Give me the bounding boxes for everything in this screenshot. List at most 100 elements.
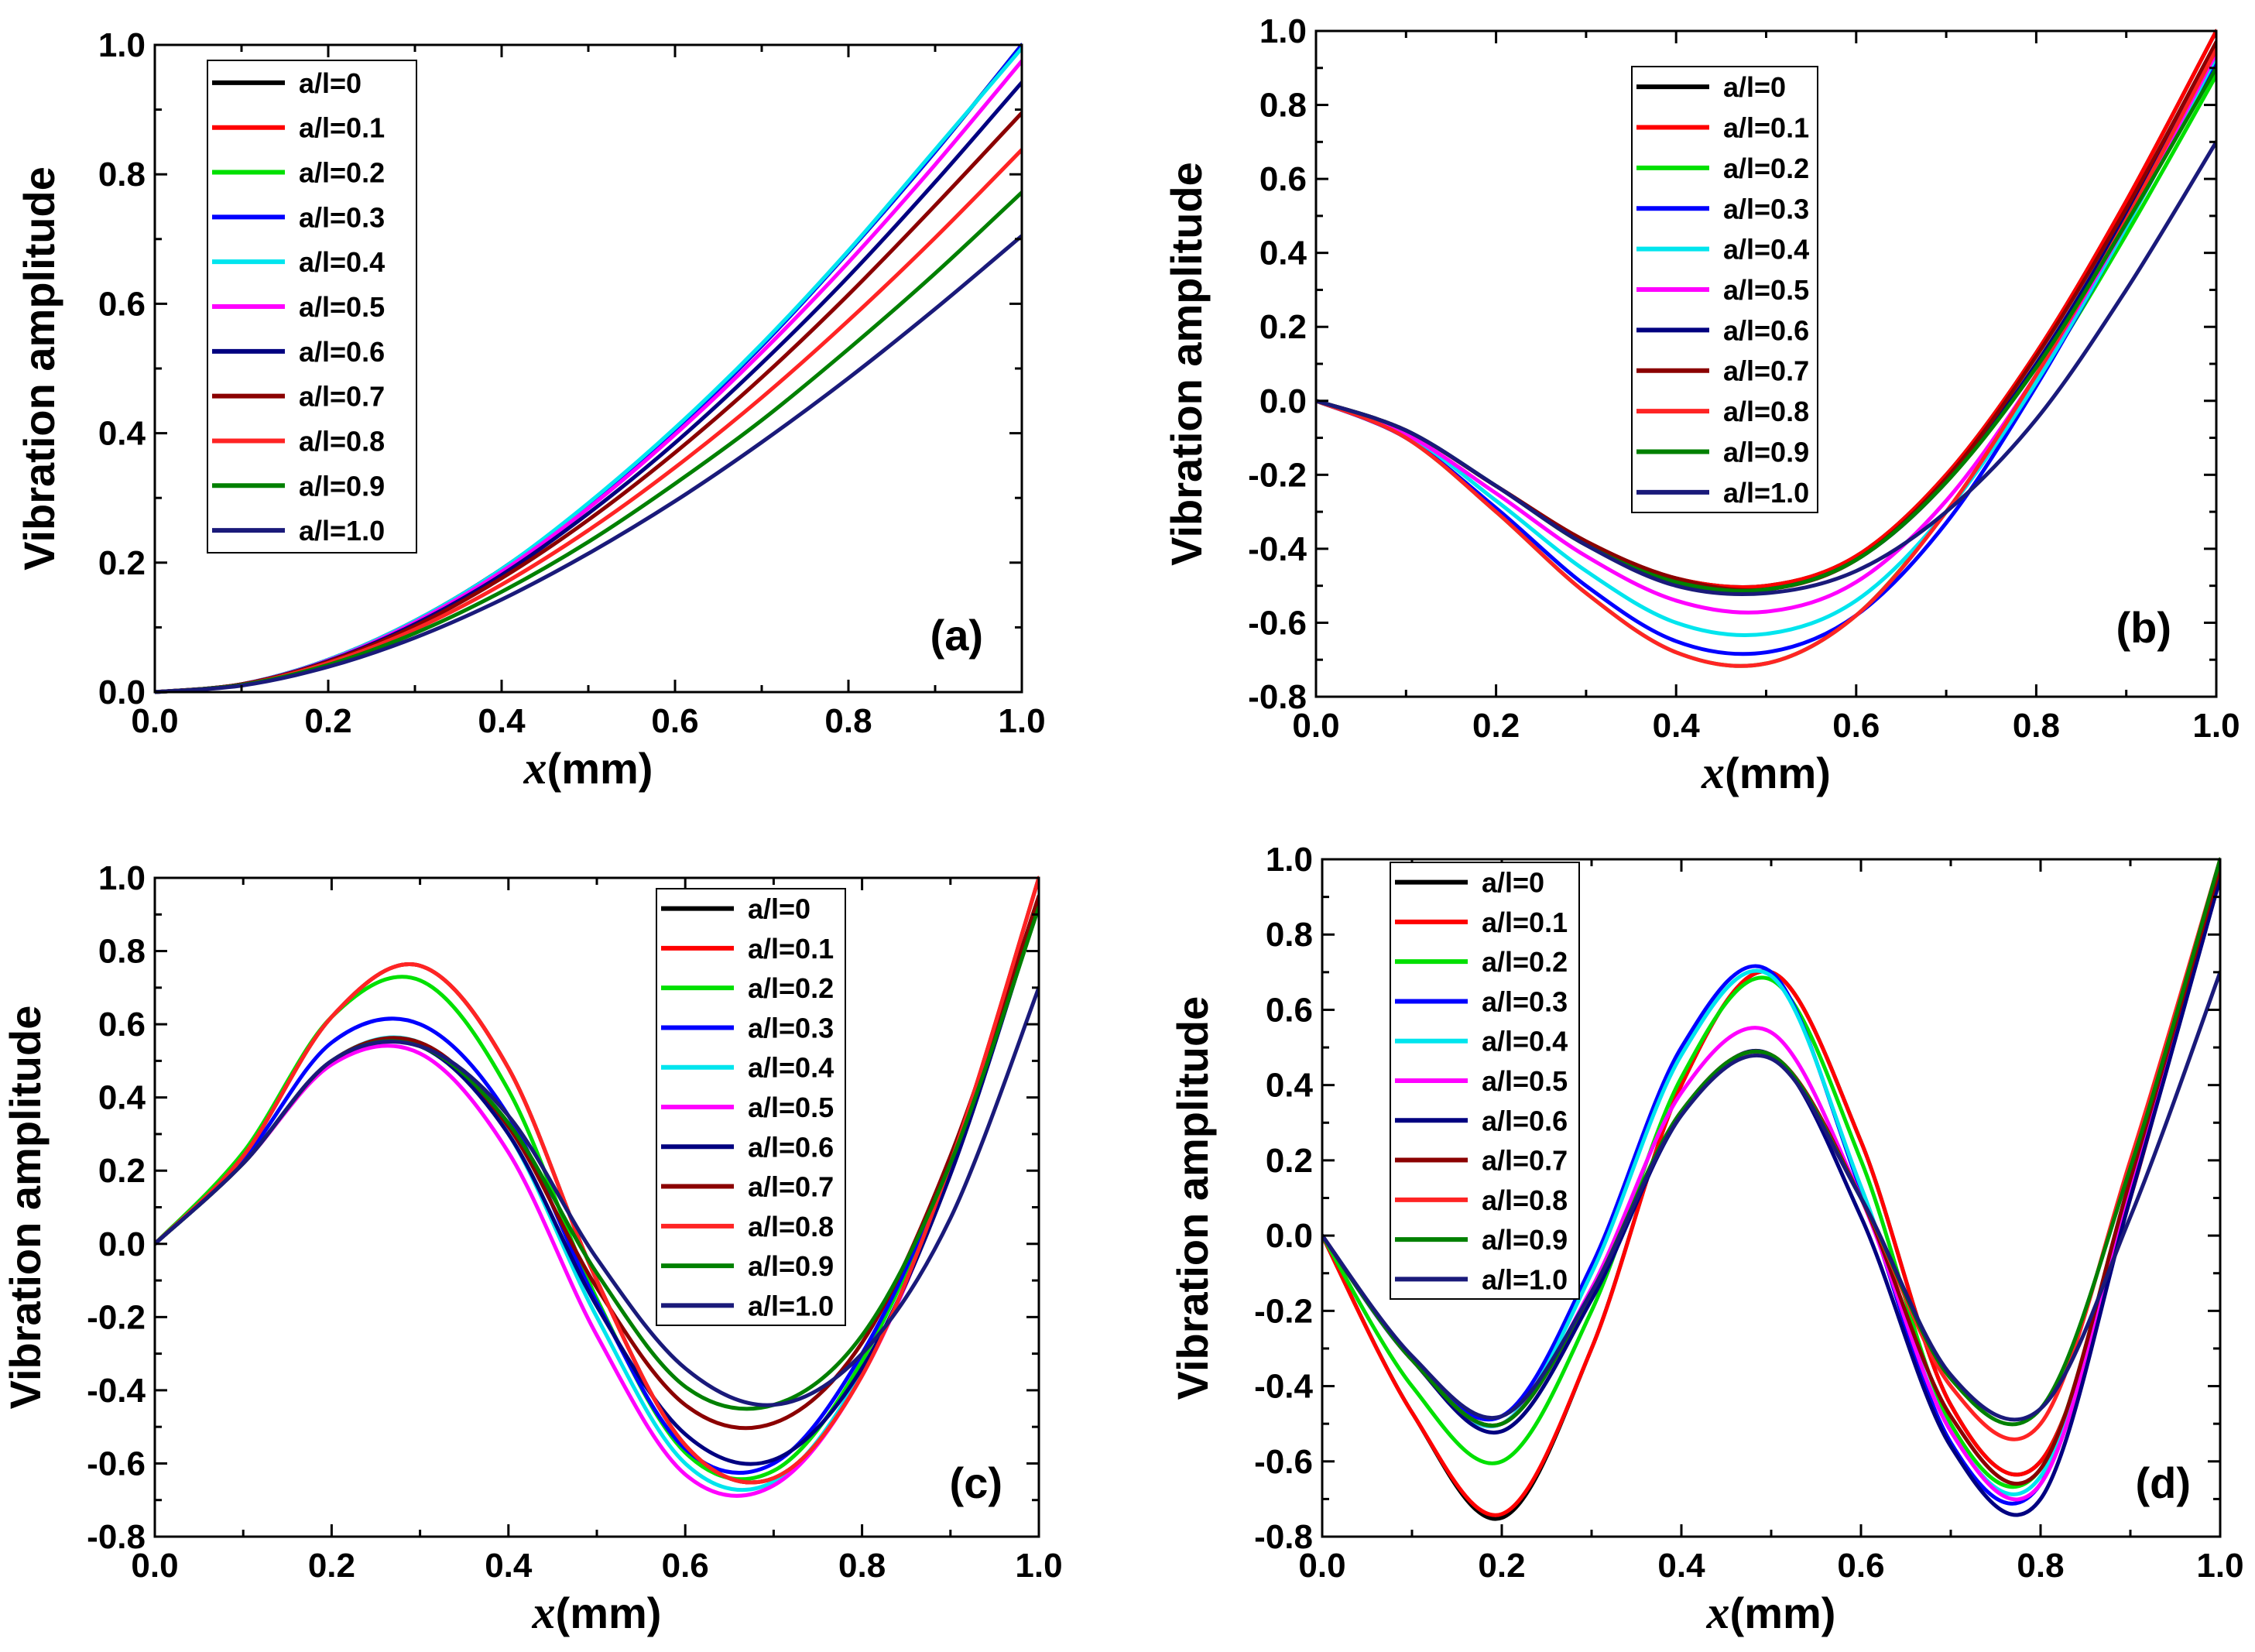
legend-label: a/l=0 [299,67,362,99]
y-axis-title: Vibration amplitude [1,1006,50,1410]
panel-label: (b) [2116,603,2171,652]
y-tick-label: -0.8 [1248,678,1307,716]
series-line-a/l=0.6 [155,901,1039,1466]
x-tick-label: 1.0 [998,702,1045,740]
plot-frame [153,876,1040,1538]
y-tick-label: 0.0 [98,1225,146,1263]
y-axis-title: Vibration amplitude [15,166,63,571]
series-group [1316,29,2216,668]
x-tick-label: 0.2 [308,1547,355,1585]
y-tick-label: 0.8 [1259,87,1307,125]
legend-label: a/l=0.9 [748,1250,834,1282]
legend-label: a/l=0.2 [1482,946,1568,978]
y-tick-label: 0.6 [98,285,146,323]
x-tick-label: 0.0 [131,702,178,740]
legend-label: a/l=0.1 [299,112,385,144]
panel-label: (a) [930,611,983,660]
x-tick-label: 0.8 [824,702,872,740]
y-tick-label: 0.6 [98,1006,146,1044]
y-tick-label: -0.8 [1254,1518,1313,1556]
legend: a/l=0 a/l=0.1 a/l=0.2 a/l=0.3 a/l=0.4 a/l=0.5… [1631,66,1818,513]
y-tick-label: -0.4 [87,1372,146,1410]
y-tick-label: 0.2 [98,1152,146,1190]
x-axis-title: x(mm) [1706,1587,1836,1638]
legend-label: a/l=0.3 [748,1012,834,1044]
x-tick-label: 1.0 [1015,1547,1062,1585]
legend: a/l=0 a/l=0.1 a/l=0.2 a/l=0.3 a/l=0.4 a/l=0.5… [207,60,417,554]
y-tick-label: 0.4 [1259,235,1307,272]
legend-label: a/l=0.1 [748,933,834,965]
x-tick-label: 0.0 [1298,1547,1345,1585]
series-line-a/l=0.4 [155,901,1039,1493]
legend-label: a/l=0.9 [1482,1224,1568,1256]
series-line-a/l=0.4 [1316,54,2216,637]
series-line-a/l=0 [155,876,1039,1485]
series-line-a/l=0.1 [155,876,1039,1485]
legend-label: a/l=0.7 [748,1171,834,1203]
legend-label: a/l=0.5 [748,1092,834,1123]
legend-label: a/l=0.6 [748,1131,834,1163]
x-tick-label: 0.6 [1832,707,1880,745]
y-tick-label: -0.2 [1254,1292,1313,1330]
legend-label: a/l=1.0 [1723,477,1809,509]
x-axis-unit: (mm) [556,1589,662,1637]
x-tick-label: 0.0 [131,1547,178,1585]
x-axis-title: x(mm) [523,742,653,793]
legend-label: a/l=0 [1723,71,1786,103]
legend-label: a/l=0.2 [748,972,834,1004]
x-axis-variable: x [1701,747,1725,798]
series-group [1322,857,2220,1521]
legend-label: a/l=0.5 [299,291,385,323]
y-tick-label: 0.6 [1259,160,1307,198]
x-axis-unit: (mm) [1730,1589,1836,1637]
y-tick-label: -0.2 [1248,456,1307,494]
x-tick-label: 0.8 [2017,1547,2064,1585]
y-tick-label: 1.0 [1266,841,1313,879]
x-tick-label: 0.4 [1653,707,1701,745]
series-group [155,43,1022,694]
legend-label: a/l=0.5 [1482,1065,1568,1097]
y-tick-label: 0.4 [1266,1067,1314,1105]
y-tick-label: -0.4 [1254,1368,1313,1406]
legend-label: a/l=1.0 [748,1290,834,1321]
legend-label: a/l=0.3 [1482,985,1568,1017]
y-tick-label: 0.0 [98,673,146,711]
series-line-a/l=1.0 [1316,139,2216,597]
x-tick-label: 0.6 [1837,1547,1884,1585]
legend-label: a/l=0.7 [1723,355,1809,387]
y-axis-title: Vibration amplitude [1162,162,1211,566]
x-axis-title: x(mm) [1701,747,1831,798]
x-axis-title: x(mm) [532,1587,662,1638]
y-tick-label: 0.2 [1266,1142,1313,1180]
legend-label: a/l=0.5 [1723,274,1809,306]
legend-label: a/l=0.4 [1482,1026,1568,1057]
panel-label: (c) [950,1458,1002,1507]
x-tick-label: 0.2 [1472,707,1520,745]
y-tick-label: 1.0 [98,859,146,897]
y-tick-label: 0.4 [98,1079,146,1117]
series-line-a/l=0.3 [155,901,1039,1475]
legend-label: a/l=0.4 [748,1052,834,1084]
x-tick-label: 0.2 [1478,1547,1525,1585]
x-tick-label: 0.0 [1292,707,1339,745]
legend-label: a/l=0 [748,893,810,925]
legend-label: a/l=0.7 [1482,1145,1568,1177]
y-tick-label: -0.8 [87,1518,146,1556]
legend: a/l=0 a/l=0.1 a/l=0.2 a/l=0.3 a/l=0.4 a/l=0.5… [1390,862,1580,1300]
series-line-a/l=0.2 [155,894,1039,1482]
x-axis-unit: (mm) [1725,749,1831,797]
x-tick-label: 0.4 [1657,1547,1705,1585]
series-line-a/l=0.5 [155,894,1039,1498]
legend-label: a/l=0.3 [1723,193,1809,224]
legend-label: a/l=0.8 [1482,1184,1568,1216]
x-tick-label: 0.4 [478,702,526,740]
x-tick-label: 1.0 [2196,1547,2243,1585]
y-tick-label: 0.2 [1259,308,1307,346]
chart-panel-b: 0.0 0.2 0.4 0.6 0.8 1.0 -0.8 -0.6 -0.4 -0.2 0.0 0.2… [1162,12,2240,798]
legend-label: a/l=0.8 [299,425,385,457]
y-tick-label: 0.4 [98,415,146,453]
x-tick-label: 0.6 [662,1547,709,1585]
chart-panel-a: 0.0 0.2 0.4 0.6 0.8 1.0 0.0 0.2 0.4 0.6 0.8 1.0 x(mm… [15,26,1046,793]
series-line-a/l=1.0 [155,234,1022,694]
